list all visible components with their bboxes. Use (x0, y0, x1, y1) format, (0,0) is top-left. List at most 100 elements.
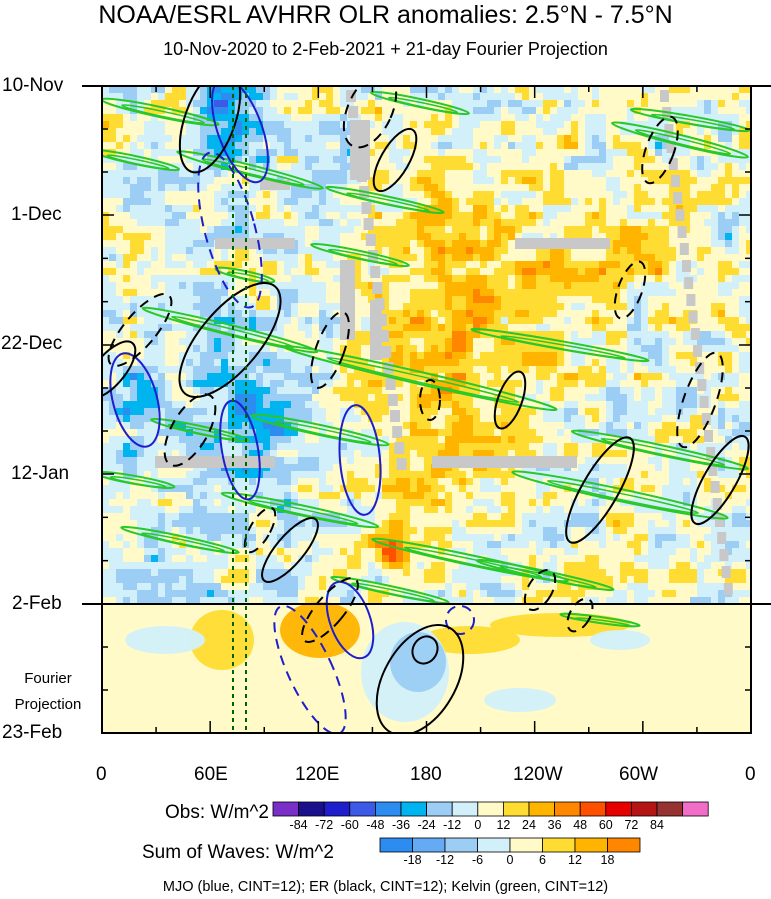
olr-cell (200, 205, 208, 213)
olr-cell (515, 429, 523, 437)
olr-cell (109, 282, 117, 290)
olr-cell (158, 128, 166, 136)
olr-cell (459, 387, 467, 395)
olr-cell (543, 436, 551, 444)
olr-cell (543, 275, 551, 283)
olr-cell (690, 422, 698, 430)
olr-cell (130, 142, 138, 150)
olr-cell (319, 86, 327, 94)
olr-cell (361, 415, 369, 423)
olr-cell (382, 128, 390, 136)
olr-cell (333, 436, 341, 444)
olr-cell (690, 93, 698, 101)
olr-cell (452, 184, 460, 192)
olr-cell (270, 352, 278, 360)
olr-cell (403, 317, 411, 325)
olr-cell (284, 100, 292, 108)
olr-cell (200, 352, 208, 360)
olr-cell (186, 345, 194, 353)
olr-cell (291, 436, 299, 444)
olr-cell (298, 170, 306, 178)
olr-cell (214, 261, 222, 269)
olr-cell (193, 93, 201, 101)
olr-cell (291, 352, 299, 360)
olr-cell (557, 170, 565, 178)
olr-cell (396, 205, 404, 213)
olr-cell (249, 345, 257, 353)
olr-cell (529, 373, 537, 381)
olr-cell (389, 275, 397, 283)
olr-cell (193, 268, 201, 276)
olr-cell (347, 219, 355, 227)
olr-cell (564, 198, 572, 206)
olr-cell (599, 331, 607, 339)
olr-cell (165, 387, 173, 395)
olr-cell (144, 422, 152, 430)
olr-cell (151, 331, 159, 339)
olr-cell (291, 86, 299, 94)
olr-cell (606, 226, 614, 234)
olr-cell (410, 100, 418, 108)
olr-cell (214, 247, 222, 255)
olr-cell (298, 184, 306, 192)
olr-cell (571, 422, 579, 430)
olr-cell (361, 450, 369, 458)
olr-cell (606, 275, 614, 283)
olr-cell (319, 275, 327, 283)
olr-cell (123, 261, 131, 269)
olr-cell (179, 247, 187, 255)
olr-cell (221, 338, 229, 346)
olr-cell (277, 401, 285, 409)
olr-cell (529, 170, 537, 178)
olr-cell (697, 184, 705, 192)
olr-cell (725, 121, 733, 129)
olr-cell (606, 100, 614, 108)
olr-cell (578, 289, 586, 297)
olr-cell (305, 212, 313, 220)
olr-cell (277, 198, 285, 206)
olr-cell (298, 191, 306, 199)
olr-cell (326, 443, 334, 451)
olr-cell (102, 401, 110, 409)
olr-cell (438, 296, 446, 304)
olr-cell (606, 135, 614, 143)
olr-cell (508, 93, 516, 101)
olr-cell (424, 289, 432, 297)
olr-cell (599, 86, 607, 94)
olr-cell (172, 233, 180, 241)
olr-cell (536, 359, 544, 367)
olr-cell (578, 387, 586, 395)
olr-cell (718, 317, 726, 325)
olr-cell (123, 317, 131, 325)
olr-cell (529, 436, 537, 444)
olr-cell (459, 100, 467, 108)
olr-cell (487, 366, 495, 374)
olr-cell (312, 149, 320, 157)
olr-cell (578, 93, 586, 101)
olr-cell (305, 128, 313, 136)
olr-cell (102, 422, 110, 430)
olr-cell (200, 296, 208, 304)
olr-cell (487, 219, 495, 227)
olr-cell (445, 114, 453, 122)
olr-cell (487, 359, 495, 367)
olr-cell (214, 156, 222, 164)
olr-cell (627, 247, 635, 255)
olr-cell (123, 233, 131, 241)
olr-cell (613, 191, 621, 199)
olr-cell (354, 198, 362, 206)
olr-cell (200, 219, 208, 227)
olr-cell (333, 380, 341, 388)
olr-cell (151, 457, 159, 465)
olr-cell (669, 268, 677, 276)
olr-cell (403, 387, 411, 395)
olr-cell (641, 282, 649, 290)
olr-cell (298, 338, 306, 346)
olr-cell (564, 324, 572, 332)
olr-cell (711, 387, 719, 395)
olr-cell (473, 93, 481, 101)
olr-cell (270, 450, 278, 458)
olr-cell (480, 436, 488, 444)
olr-cell (606, 247, 614, 255)
olr-cell (382, 394, 390, 402)
